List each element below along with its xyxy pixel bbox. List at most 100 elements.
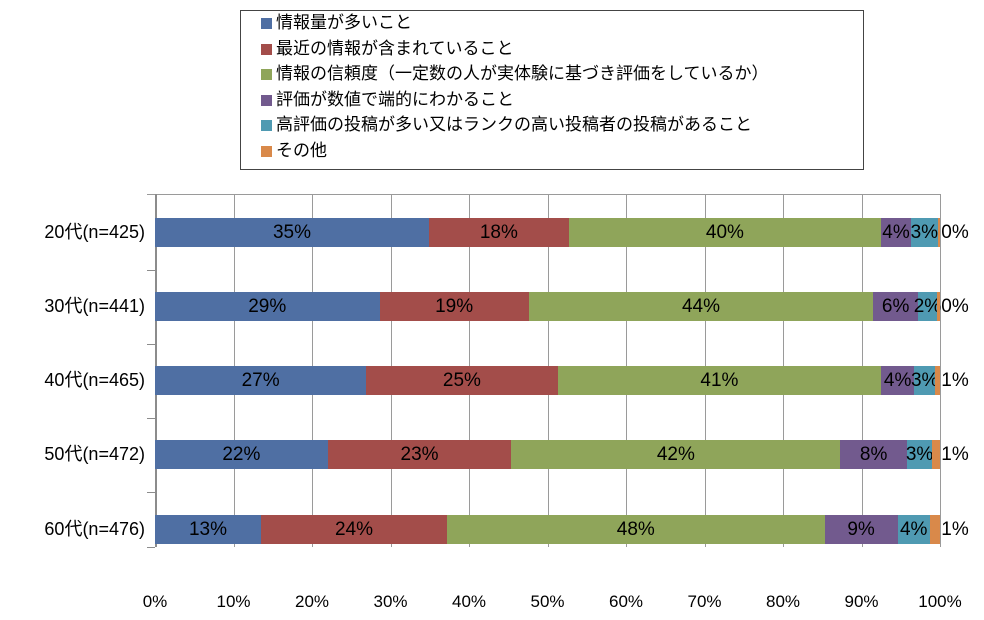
bar-segment [155,440,328,469]
x-tick-label: 100% [918,592,962,611]
data-label: 23% [400,444,439,465]
data-label: 48% [616,519,655,540]
legend-item: 最近の情報が含まれていること [261,37,863,63]
legend-item: 評価が数値で端的にわかること [261,88,863,114]
data-label: 3% [905,444,934,465]
gridline [147,194,940,195]
legend-label: その他 [276,140,327,161]
data-label: 3% [910,222,939,243]
data-label: 35% [272,222,311,243]
legend-swatch-icon [261,69,272,81]
x-tick-label: 80% [765,592,801,611]
gridline [940,194,941,547]
bar-row: 35% 18% 40% 4% 3% 0% [155,218,969,247]
bar-segment [155,218,429,247]
y-axis-tick [147,547,155,548]
data-label: 27% [241,370,280,391]
bar-row: 13% 24% 48% 9% 4% 1% [155,515,969,544]
bar-segment [937,218,940,247]
data-label: 4% [882,222,910,243]
category-label: 60代(n=476) [44,519,145,539]
bar-segment [557,366,882,395]
bar-segment [881,366,915,395]
bar-segment [447,515,825,544]
x-tick-label: 0% [142,592,168,611]
bar-segment [327,440,512,469]
x-tick-label: 90% [844,592,879,611]
legend-swatch-icon [261,43,272,55]
data-label: 18% [479,222,518,243]
data-label: 41% [700,370,739,391]
legend-swatch-icon [261,18,272,30]
x-tick-label: 60% [608,592,644,611]
data-label: 1% [941,519,969,540]
y-axis-tick [147,492,155,493]
bar-segment [897,515,930,544]
data-label: 44% [681,296,720,317]
bar-segment [155,515,261,544]
legend-swatch-icon [261,120,272,132]
legend-label: 最近の情報が含まれていること [276,38,514,59]
category-label: 30代(n=441) [44,296,145,316]
y-axis-tick [147,344,155,345]
data-label: 13% [188,519,227,540]
bar-segment [260,515,447,544]
data-label: 8% [859,444,888,465]
data-label: 6% [881,296,910,317]
category-label: 20代(n=425) [44,222,145,242]
bar-segment [910,218,938,247]
x-tick-label: 30% [373,592,408,611]
data-label: 3% [910,370,939,391]
bar-segment [511,440,841,469]
legend-swatch-icon [261,145,272,157]
bar-segment [929,515,940,544]
legend-label: 情報量が多いこと [276,13,412,33]
bar-segment [568,218,882,247]
bar-segment [824,515,898,544]
data-label: 2% [913,296,942,317]
bar-row: 22% 23% 42% 8% 3% 1% [155,440,969,469]
data-label: 4% [883,370,912,391]
legend-item: 情報の信頼度（一定数の人が実体験に基づき評価をしているか） [261,62,863,88]
x-tick-label: 10% [216,592,251,611]
category-label: 50代(n=472) [44,444,145,464]
y-axis-tick [147,270,155,271]
bar-row: 29% 19% 44% 6% 2% 0% [155,292,969,321]
bar-segment [428,218,569,247]
bar-segment [935,366,940,395]
bar-segment [907,440,933,469]
legend-swatch-icon [261,94,272,106]
bar-segment [840,440,908,469]
bar-segment [528,292,874,321]
data-label: 22% [222,444,261,465]
data-label: 0% [941,296,969,317]
data-label: 29% [248,296,287,317]
data-label: 42% [656,444,695,465]
data-label: 0% [941,222,969,243]
legend-item: 情報量が多いこと [261,11,863,37]
chart-legend: 情報量が多いこと 最近の情報が含まれていること 情報の信頼度（一定数の人が実体験… [240,10,864,170]
legend-label: 情報の信頼度（一定数の人が実体験に基づき評価をしているか） [276,64,769,84]
legend-item: その他 [261,139,863,165]
data-label: 4% [899,519,928,540]
data-label: 1% [941,370,969,391]
x-tick-label: 40% [451,592,487,611]
x-tick-label: 70% [687,592,722,611]
bar-segment [366,366,558,395]
bar-segment [914,366,936,395]
category-label: 40代(n=465) [44,370,145,390]
legend-label: 評価が数値で端的にわかること [276,89,514,110]
x-tick-label: 50% [530,592,565,611]
data-label: 9% [847,519,875,540]
plot-area: 35% 18% 40% 4% 3% 0% 29% 19% 44% 6% 2% 0% 27% 25% 41% 4… [147,194,969,548]
bar-segment [881,218,911,247]
data-label: 40% [705,222,744,243]
data-label: 1% [941,444,969,465]
bar-segment [932,440,940,469]
bar-segment [155,366,367,395]
y-axis-tick [147,418,155,419]
bar-row: 27% 25% 41% 4% 3% 1% [155,366,969,395]
x-tick-label: 20% [294,592,330,611]
data-label: 19% [435,296,474,317]
bar-segment [936,292,940,321]
